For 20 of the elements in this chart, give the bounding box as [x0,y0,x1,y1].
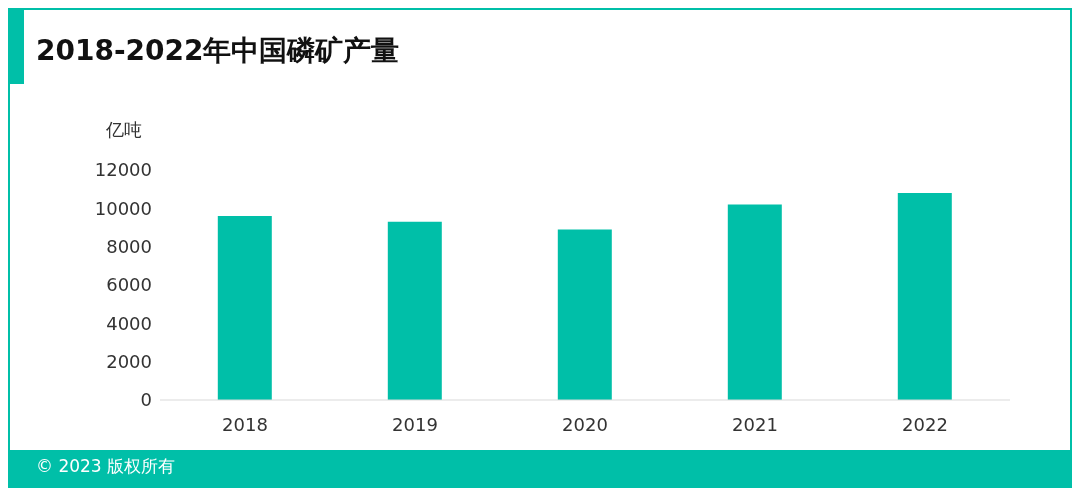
x-tick-label: 2019 [392,413,438,435]
bar [217,216,272,400]
bar [557,229,612,400]
y-tick-label: 6000 [106,274,152,296]
y-tick-label: 0 [140,389,152,411]
bar [727,204,782,400]
y-tick-label: 12000 [94,159,152,181]
y-tick-label: 8000 [106,236,152,258]
x-tick-label: 2018 [222,413,268,435]
y-tick-label: 4000 [106,312,152,334]
bar [387,221,442,400]
chart-title: 2018-2022年中国磷矿产量 [36,33,400,69]
y-tick-label: 2000 [106,351,152,373]
x-tick-label: 2020 [562,413,608,435]
bar [897,193,952,400]
y-tick-label: 10000 [94,197,152,219]
y-axis-title: 亿吨 [106,118,142,142]
text: © 2023 版权所有 [36,455,176,478]
x-tick-label: 2022 [902,413,948,435]
x-tick-label: 2021 [732,413,778,435]
